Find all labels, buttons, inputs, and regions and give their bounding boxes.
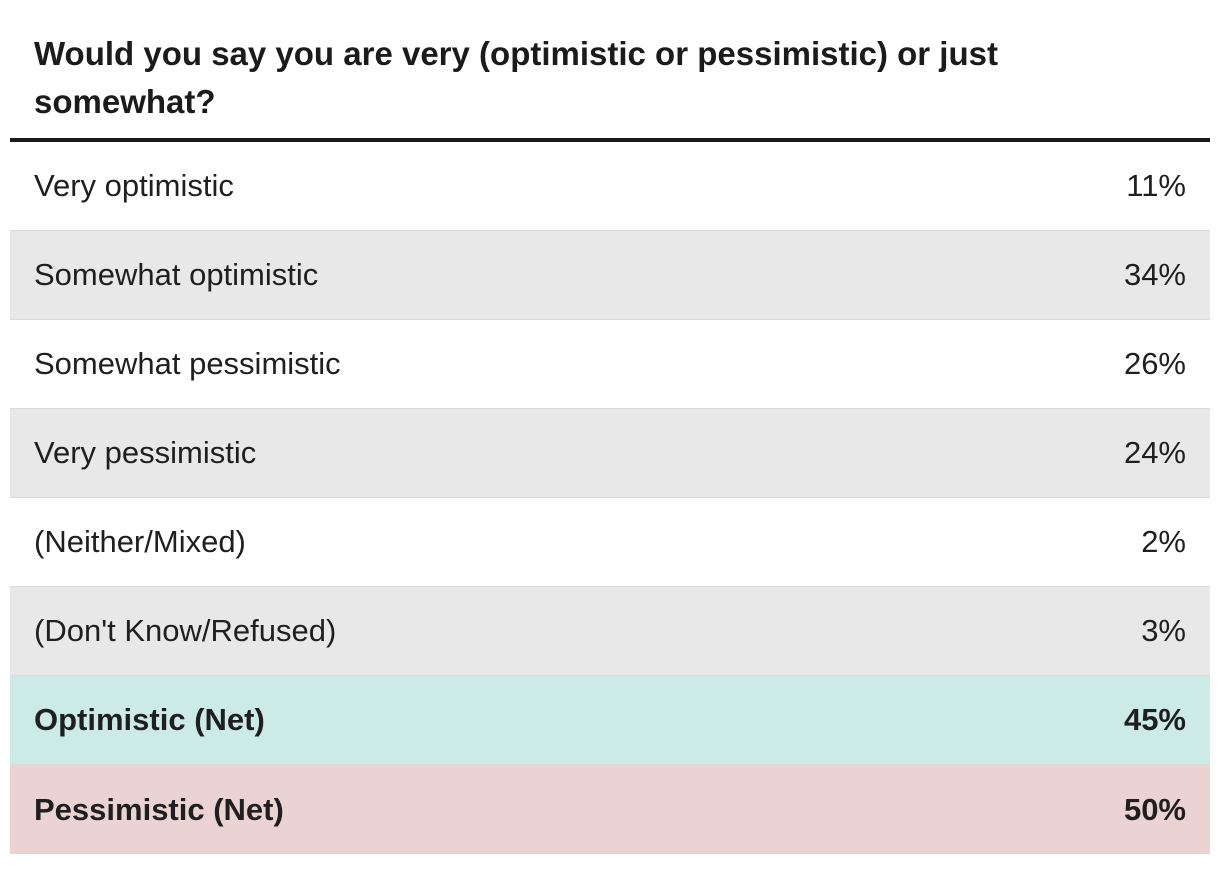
row-value: 11%: [1126, 168, 1186, 203]
table-row: (Neither/Mixed) 2%: [10, 498, 1210, 587]
row-value: 45%: [1123, 702, 1186, 737]
row-label: Optimistic (Net): [34, 702, 265, 737]
row-value: 2%: [1141, 524, 1186, 559]
row-value: 24%: [1123, 435, 1186, 470]
row-label: Somewhat pessimistic: [34, 346, 341, 381]
row-label: Somewhat optimistic: [34, 257, 319, 292]
row-value: 26%: [1123, 346, 1186, 381]
row-label: (Don't Know/Refused): [34, 613, 337, 648]
row-value: 50%: [1123, 791, 1186, 827]
row-label: (Neither/Mixed): [34, 524, 246, 559]
row-value: 3%: [1141, 613, 1186, 648]
table-row: Very optimistic 11%: [10, 142, 1210, 231]
poll-table-container: Would you say you are very (optimistic o…: [10, 0, 1210, 854]
table-row: Very pessimistic 24%: [10, 409, 1210, 498]
table-row: (Don't Know/Refused) 3%: [10, 587, 1210, 676]
table-row: Somewhat optimistic 34%: [10, 231, 1210, 320]
table-row: Pessimistic (Net) 50%: [10, 765, 1210, 854]
table-row: Somewhat pessimistic 26%: [10, 320, 1210, 409]
row-label: Pessimistic (Net): [34, 791, 284, 827]
table-row: Optimistic (Net) 45%: [10, 676, 1210, 765]
table-title: Would you say you are very (optimistic o…: [34, 35, 998, 120]
row-label: Very pessimistic: [34, 435, 257, 470]
results-table: Very optimistic 11% Somewhat optimistic 34%…: [10, 142, 1210, 854]
row-value: 34%: [1123, 257, 1186, 292]
header-rule: [10, 138, 1210, 142]
row-label: Very optimistic: [34, 168, 234, 203]
